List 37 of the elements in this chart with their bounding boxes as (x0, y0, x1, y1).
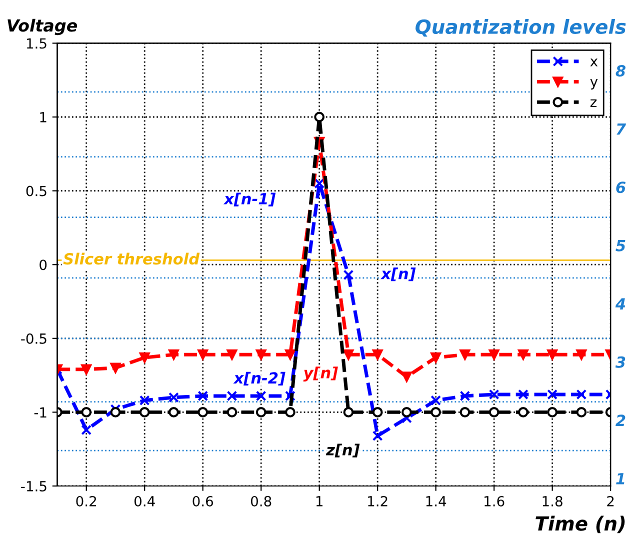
y2-tick-label: 5 (616, 240, 626, 252)
y-tick-label: -0.5 (21, 333, 46, 344)
legend-label: y (590, 79, 598, 90)
y-tick-label: 1.5 (26, 38, 46, 49)
legend-label: z (590, 99, 597, 108)
x-tick-label: 0.8 (250, 496, 272, 506)
y-tick-label: 0 (40, 260, 47, 270)
annotation: z[n] (326, 444, 360, 458)
y2-tick-label: 2 (616, 414, 626, 426)
x-tick-label: 2 (607, 496, 614, 506)
x-tick-label: 0.4 (134, 496, 155, 506)
y-tick-label: 1 (40, 112, 46, 122)
annotation: x[n-1] (223, 192, 276, 206)
y2-axis-title: Quantization levels (416, 18, 626, 37)
y2-tick-label: 7 (616, 124, 626, 135)
annotation: x[n-2] (233, 372, 286, 386)
y2-tick-label: 6 (616, 182, 626, 194)
y-tick-label: -1 (34, 407, 46, 418)
y2-tick-label: 4 (615, 298, 626, 310)
legend-label: x (590, 58, 598, 66)
x-axis-title: Time (n) (536, 516, 625, 534)
x-tick-label: 1.6 (484, 496, 504, 506)
annotation: y[n] (303, 366, 338, 382)
ref-line-label: Slicer threshold (63, 252, 200, 265)
x-tick-label: 1 (316, 496, 322, 506)
x-tick-label: 1.8 (542, 496, 562, 506)
x-tick-label: 1.2 (368, 496, 388, 506)
x-tick-label: 0.2 (76, 496, 96, 506)
y2-tick-label: 3 (615, 356, 626, 368)
annotation: x[n] (380, 268, 416, 282)
y2-tick-label: 8 (616, 65, 626, 77)
y-tick-label: 0.5 (26, 186, 46, 196)
x-tick-label: 1.4 (426, 496, 446, 506)
y2-tick-label: 1 (616, 473, 624, 484)
y-axis-title: Voltage (8, 18, 78, 36)
x-tick-label: 0.6 (192, 496, 214, 506)
y-tick-label: -1.5 (21, 481, 46, 492)
